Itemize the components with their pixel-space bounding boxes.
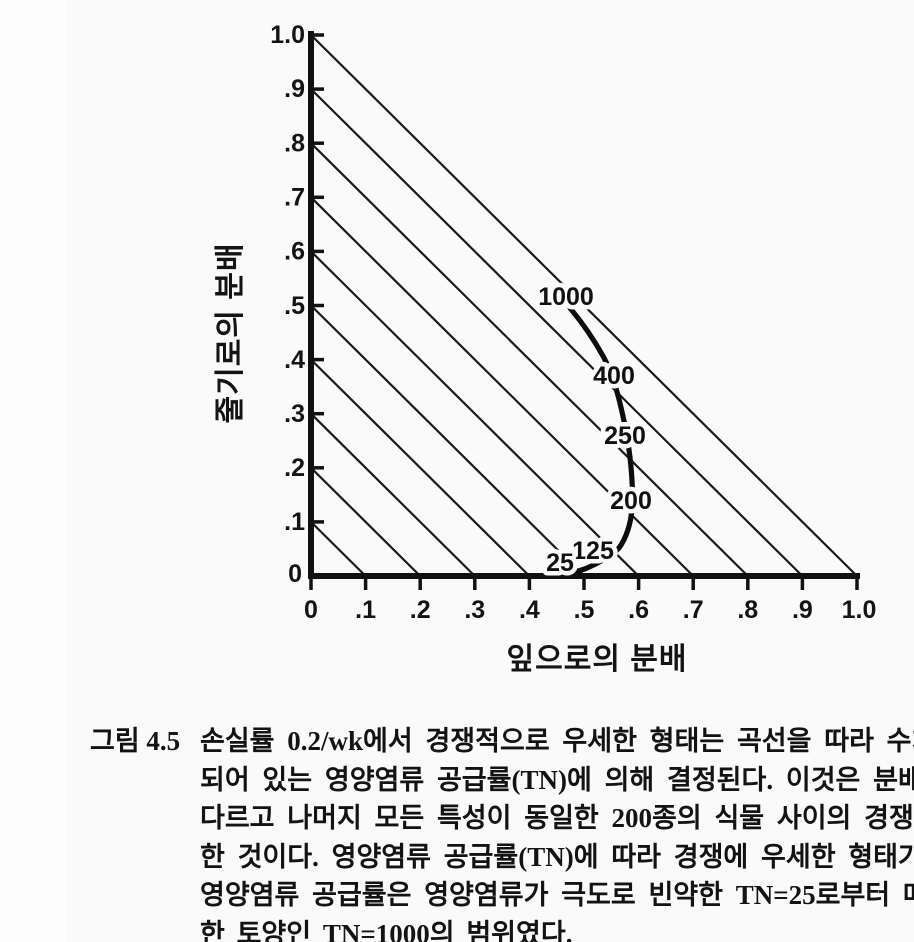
caption-line-1: 손실률 0.2/wk에서 경쟁적으로 우세한 형태는 곡선을 따라 수치 (200, 726, 914, 756)
x-tick-label-1: .1 (355, 596, 376, 624)
y-tick-label-6: .6 (284, 238, 305, 266)
tn-curve (567, 305, 636, 576)
figure-caption-label: 그림 4.5 (90, 726, 181, 756)
x-axis-title: 잎으로의 분배 (507, 643, 688, 676)
hatch-line (309, 87, 804, 578)
curve-label-1000: 1000 (538, 283, 594, 311)
caption-line-4: 한 것이다. 영양염류 공급률(TN)에 따라 경쟁에 우세한 형태가 (200, 841, 914, 872)
x-tick-label-5: .5 (574, 596, 595, 624)
y-tick-label-1: .1 (284, 508, 305, 536)
y-tick-label-3: .3 (284, 400, 305, 428)
hatch-line (309, 196, 695, 578)
x-tick-label-0: 0 (304, 596, 318, 624)
y-tick-label-4: .4 (284, 346, 305, 374)
caption-line-5: 영양염류 공급률은 영양염류가 극도로 빈약한 TN=25로부터 매 (200, 880, 914, 911)
curve-label-25: 25 (546, 549, 574, 577)
x-tick-label-3: .3 (464, 596, 485, 624)
figure-caption-body: 손실률 0.2/wk에서 경쟁적으로 우세한 형태는 곡선을 따라 수치 되어 … (200, 722, 914, 942)
caption-line-2: 되어 있는 영양염류 공급률(TN)에 의해 결정된다. 이것은 분배 (200, 764, 914, 795)
hatch-line (309, 412, 476, 578)
hatch-line (309, 250, 640, 578)
x-tick-label-10: 1.0 (842, 596, 877, 624)
curve-label-200: 200 (610, 487, 652, 515)
caption-line-6: 한 토양인 TN=1000의 범위였다. (200, 918, 573, 942)
curve-label-400: 400 (593, 362, 635, 390)
allocation-triangle-chart: 1000 400 250 200 125 25 1.0 .9 .8 .7 .6 … (214, 21, 877, 676)
y-tick-label-10: 1.0 (270, 21, 305, 49)
hatch-line (309, 520, 367, 578)
x-tick-label-2: .2 (410, 596, 431, 624)
hatch-line (309, 466, 422, 578)
y-tick-label-5: .5 (284, 292, 305, 320)
x-tick-label-9: .9 (792, 596, 813, 624)
x-tick-label-6: .6 (628, 596, 649, 624)
hatch-line (309, 304, 586, 578)
hatch-line (309, 142, 749, 578)
hypotenuse-line (309, 33, 859, 578)
y-tick-label-8: .8 (284, 130, 305, 158)
curve-label-125: 125 (572, 537, 614, 565)
y-tick-label-9: .9 (284, 75, 305, 103)
y-tick-label-7: .7 (284, 184, 305, 212)
x-axis-ticks (309, 576, 859, 590)
y-tick-label-2: .2 (284, 454, 305, 482)
x-tick-label-4: .4 (519, 596, 540, 624)
x-tick-label-8: .8 (737, 596, 758, 624)
x-tick-label-7: .7 (683, 596, 704, 624)
y-axis-title: 줄기로의 분배 (214, 243, 247, 424)
caption-line-3: 다르고 나머지 모든 특성이 동일한 200종의 식물 사이의 경쟁을 (200, 803, 914, 834)
hatch-lines (309, 33, 859, 578)
hatch-line (309, 358, 531, 578)
y-tick-label-0: 0 (288, 560, 302, 588)
curve-label-250: 250 (604, 422, 646, 450)
y-axis-ticks (311, 33, 324, 524)
